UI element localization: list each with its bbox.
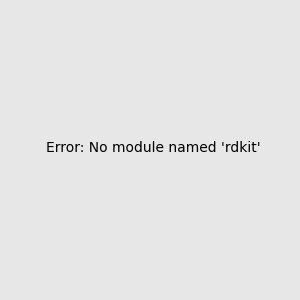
Text: Error: No module named 'rdkit': Error: No module named 'rdkit' [46,140,261,154]
